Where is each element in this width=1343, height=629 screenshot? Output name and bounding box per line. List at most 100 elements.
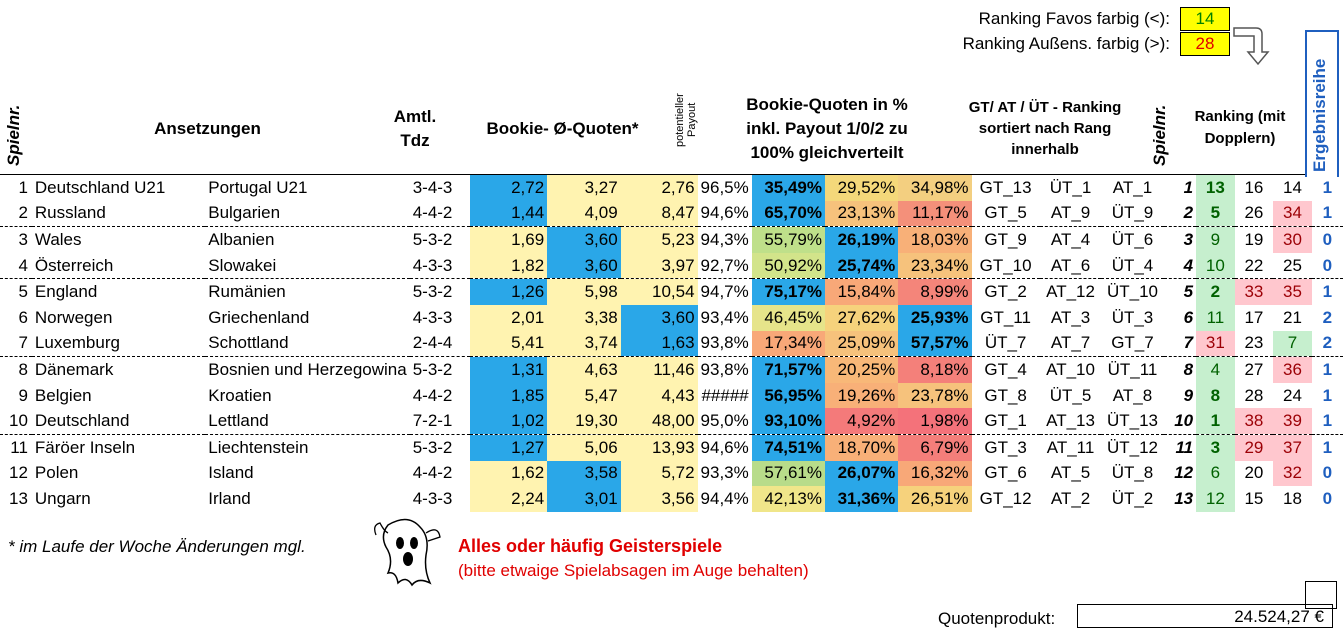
ranking-cell[interactable]: 1: [1196, 408, 1235, 435]
tendency[interactable]: 5-3-2: [412, 282, 453, 302]
percent-cell[interactable]: 20,25%: [825, 356, 899, 383]
game-number[interactable]: 8: [1183, 359, 1194, 379]
percent-cell[interactable]: 16,32%: [898, 460, 972, 487]
result-value[interactable]: 2: [1311, 330, 1343, 358]
gt-ranking-cell[interactable]: GT_5: [971, 200, 1040, 228]
percent-cell[interactable]: 6,79%: [898, 434, 972, 461]
percent-cell[interactable]: 56,95%: [751, 382, 825, 409]
percent-cell[interactable]: 17,34%: [751, 330, 825, 358]
result-value[interactable]: 1: [1322, 385, 1333, 405]
result-value[interactable]: 1: [1311, 200, 1343, 228]
percent-cell[interactable]: 35,49%: [751, 175, 825, 201]
ranking-cell[interactable]: 14: [1282, 177, 1302, 197]
away-team[interactable]: Portugal U21: [208, 177, 308, 197]
result-value[interactable]: 2: [1322, 307, 1333, 327]
gt-ranking-cell[interactable]: GT_1: [971, 408, 1040, 435]
away-team[interactable]: Bulgarien: [205, 200, 410, 228]
percent-cell[interactable]: 29,52%: [825, 175, 899, 201]
ranking-cell[interactable]: 23: [1234, 330, 1274, 358]
odds-cell[interactable]: 1,27: [470, 434, 548, 461]
ranking-cell[interactable]: 25: [1273, 252, 1312, 280]
gt-ranking-cell[interactable]: ÜT_11: [1107, 359, 1158, 379]
home-team[interactable]: Polen: [34, 463, 79, 483]
row-number[interactable]: 2: [0, 200, 32, 228]
percent-cell[interactable]: 23,13%: [825, 200, 899, 228]
gt-ranking-cell[interactable]: ÜT_6: [1111, 229, 1154, 249]
percent-cell[interactable]: 19,26%: [825, 382, 899, 409]
odds-cell[interactable]: 1,31: [470, 356, 548, 383]
percent-cell[interactable]: 31,36%: [825, 486, 899, 512]
row-number[interactable]: 4: [0, 252, 32, 280]
away-team[interactable]: Slowakei: [205, 252, 410, 280]
away-team[interactable]: Liechtenstein: [208, 437, 309, 457]
percent-cell[interactable]: 25,93%: [898, 304, 972, 331]
row-number[interactable]: 6: [18, 307, 28, 327]
odds-cell[interactable]: 1,02: [470, 408, 548, 435]
gt-ranking-cell[interactable]: GT_8: [984, 385, 1027, 405]
result-value[interactable]: 0: [1322, 488, 1333, 508]
gt-ranking-cell[interactable]: GT_3: [984, 437, 1027, 457]
ranking-cell[interactable]: 5: [1196, 200, 1235, 228]
ranking-cell[interactable]: 21: [1282, 307, 1302, 327]
gt-ranking-cell[interactable]: AT_1: [1112, 177, 1153, 197]
result-value[interactable]: 1: [1322, 177, 1333, 197]
percent-cell[interactable]: 26,07%: [825, 460, 899, 487]
tendency[interactable]: 5-3-2: [412, 229, 453, 249]
payout-cell[interactable]: #####: [701, 385, 749, 405]
home-team[interactable]: Dänemark: [34, 359, 114, 379]
favos-threshold-input[interactable]: 14: [1180, 7, 1230, 31]
percent-cell[interactable]: 27,62%: [825, 304, 899, 331]
away-team[interactable]: Island: [208, 463, 254, 483]
odds-cell[interactable]: 3,38: [547, 304, 621, 331]
odds-cell[interactable]: 2,72: [470, 175, 548, 201]
odds-cell[interactable]: 1,44: [470, 200, 548, 228]
game-number[interactable]: 4: [1163, 252, 1197, 280]
gt-ranking-cell[interactable]: AT_4: [1050, 229, 1091, 249]
home-team[interactable]: Deutschland U21: [34, 177, 166, 197]
away-team[interactable]: Lettland: [205, 408, 410, 435]
odds-cell[interactable]: 3,58: [547, 460, 621, 487]
percent-cell[interactable]: 25,09%: [825, 330, 899, 358]
result-value[interactable]: 0: [1311, 252, 1343, 280]
ranking-cell[interactable]: 16: [1244, 177, 1264, 197]
tendency[interactable]: 5-3-2: [412, 437, 453, 457]
percent-cell[interactable]: 71,57%: [751, 356, 825, 383]
odds-cell[interactable]: 5,72: [620, 460, 698, 487]
gt-ranking-cell[interactable]: AT_2: [1050, 488, 1091, 508]
ranking-cell[interactable]: 13: [1196, 175, 1235, 201]
away-team[interactable]: Griechenland: [208, 307, 310, 327]
odds-cell[interactable]: 3,60: [620, 304, 698, 331]
ranking-cell[interactable]: 2: [1196, 278, 1235, 305]
ranking-cell[interactable]: 37: [1273, 434, 1312, 461]
percent-cell[interactable]: 1,98%: [898, 408, 972, 435]
home-team[interactable]: Norwegen: [34, 307, 113, 327]
gt-ranking-cell[interactable]: GT_2: [984, 282, 1027, 302]
odds-cell[interactable]: 48,00: [620, 408, 698, 435]
odds-cell[interactable]: 3,60: [547, 226, 621, 253]
payout-cell[interactable]: 92,7%: [697, 252, 752, 280]
ranking-cell[interactable]: 20: [1244, 463, 1264, 483]
ranking-cell[interactable]: 11: [1196, 304, 1235, 331]
game-number[interactable]: 11: [1175, 437, 1194, 457]
odds-cell[interactable]: 2,01: [470, 304, 548, 331]
tendency[interactable]: 3-4-3: [412, 177, 453, 197]
payout-cell[interactable]: 95,0%: [697, 408, 752, 435]
ranking-cell[interactable]: 7: [1273, 330, 1312, 358]
game-number[interactable]: 9: [1183, 385, 1194, 405]
odds-cell[interactable]: 5,23: [620, 226, 698, 253]
gt-ranking-cell[interactable]: GT_11: [980, 307, 1031, 327]
gt-ranking-cell[interactable]: AT_8: [1112, 385, 1153, 405]
percent-cell[interactable]: 75,17%: [751, 278, 825, 305]
percent-cell[interactable]: 46,45%: [751, 304, 825, 331]
odds-cell[interactable]: 1,26: [470, 278, 548, 305]
gt-ranking-cell[interactable]: AT_3: [1050, 307, 1091, 327]
ranking-cell[interactable]: 39: [1273, 408, 1312, 435]
odds-cell[interactable]: 8,47: [620, 200, 698, 228]
ranking-cell[interactable]: 12: [1196, 486, 1235, 512]
home-team[interactable]: Wales: [34, 229, 82, 249]
home-team[interactable]: Färöer Inseln: [34, 437, 136, 457]
result-value[interactable]: 1: [1322, 437, 1333, 457]
gt-ranking-cell[interactable]: ÜT_7: [971, 330, 1040, 358]
odds-cell[interactable]: 5,41: [470, 330, 548, 358]
gt-ranking-cell[interactable]: GT_12: [979, 488, 1032, 508]
